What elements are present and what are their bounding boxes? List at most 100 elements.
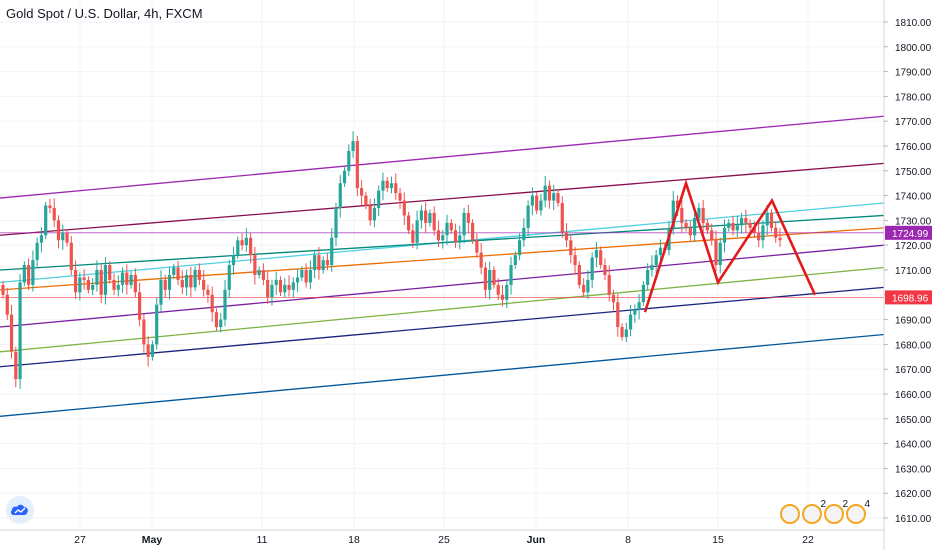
- candle: [155, 298, 159, 350]
- price-tick-label: 1800.00: [895, 43, 932, 54]
- candle-body: [206, 289, 210, 295]
- candle-body: [757, 232, 761, 241]
- candle: [411, 223, 415, 248]
- price-tick-label: 1760.00: [895, 142, 932, 153]
- candle: [244, 228, 248, 252]
- candle-body: [257, 270, 261, 275]
- candle-body: [594, 250, 599, 258]
- candle-body: [748, 222, 752, 228]
- candle: [646, 263, 650, 291]
- candle: [214, 308, 219, 331]
- candle: [227, 259, 231, 299]
- candle: [778, 228, 782, 247]
- candle: [714, 230, 718, 272]
- candle: [564, 223, 569, 247]
- candle: [475, 233, 479, 258]
- candle-body: [14, 351, 18, 380]
- price-tick-label: 1740.00: [895, 192, 932, 203]
- candle: [52, 198, 56, 228]
- candle: [44, 201, 48, 239]
- candle-body: [44, 205, 48, 236]
- candle: [402, 192, 406, 226]
- candle-body: [458, 235, 462, 243]
- candle: [95, 260, 99, 292]
- candle-body: [543, 185, 547, 201]
- price-label-box: [885, 225, 932, 240]
- candle-body: [99, 270, 103, 295]
- candle-body: [654, 255, 658, 266]
- candle-body: [637, 302, 641, 310]
- price-tick-label: 1650.00: [895, 415, 932, 426]
- candle-body: [547, 185, 552, 201]
- candle: [385, 177, 389, 192]
- candle-body: [360, 188, 364, 196]
- tradingview-logo-icon[interactable]: [6, 496, 34, 524]
- candle: [381, 172, 385, 201]
- candle-body: [91, 284, 95, 290]
- candle-body: [628, 314, 633, 330]
- candle: [1, 281, 5, 299]
- candle-body: [270, 284, 274, 298]
- candle: [466, 204, 470, 233]
- candle: [654, 249, 658, 274]
- pattern-zigzag: [643, 178, 817, 313]
- candle-body: [586, 279, 590, 293]
- candle: [351, 131, 355, 158]
- candle: [287, 275, 291, 297]
- candle: [517, 233, 522, 261]
- candle: [295, 269, 300, 293]
- candle-body: [377, 190, 381, 208]
- candle-body: [471, 222, 475, 241]
- candle: [364, 191, 368, 210]
- candle: [313, 249, 317, 279]
- candle-body: [688, 227, 692, 236]
- candle-body: [5, 294, 9, 315]
- candle: [479, 242, 483, 275]
- candle-body: [633, 309, 637, 315]
- us-flag-event-icon[interactable]: 2: [824, 499, 848, 524]
- us-flag-event-icon[interactable]: 4: [846, 499, 870, 524]
- candle-body: [355, 141, 359, 189]
- time-tick-label: 11: [257, 534, 268, 546]
- candle: [637, 294, 641, 320]
- candle-body: [300, 270, 304, 278]
- candle-body: [402, 200, 406, 216]
- price-tick-label: 1610.00: [895, 514, 932, 525]
- candle: [308, 260, 312, 290]
- channel-line: [0, 333, 885, 417]
- candle: [735, 215, 739, 238]
- candle-body: [73, 270, 78, 293]
- candle: [146, 336, 150, 367]
- candle-body: [415, 220, 419, 243]
- price-label-box: [885, 290, 932, 305]
- candle-body: [517, 240, 522, 256]
- candle-body: [488, 270, 492, 290]
- price-tick-label: 1710.00: [895, 266, 932, 277]
- candle-body: [424, 210, 428, 223]
- us-flag-event-icon[interactable]: 2: [802, 499, 826, 524]
- candle: [261, 263, 266, 286]
- candle-body: [56, 220, 61, 241]
- candle-body: [321, 260, 325, 270]
- candle: [739, 212, 744, 234]
- price-tick-label: 1790.00: [895, 68, 932, 79]
- candle-body: [714, 240, 718, 266]
- candle-body: [569, 240, 573, 256]
- candle-body: [65, 232, 69, 243]
- candle-body: [599, 250, 603, 266]
- candle-body: [731, 222, 735, 231]
- candle: [266, 270, 270, 304]
- candle-body: [103, 265, 108, 295]
- candle-body: [616, 302, 620, 328]
- candle-body: [509, 265, 513, 285]
- candle-body: [95, 270, 99, 285]
- candle-body: [155, 304, 159, 345]
- us-flag-event-icon[interactable]: [780, 504, 800, 524]
- channel-line: [0, 227, 885, 291]
- candle-body: [325, 260, 330, 266]
- price-tick-label: 1670.00: [895, 365, 932, 376]
- candle: [590, 252, 594, 289]
- candle: [283, 278, 287, 298]
- candle-body: [722, 227, 727, 243]
